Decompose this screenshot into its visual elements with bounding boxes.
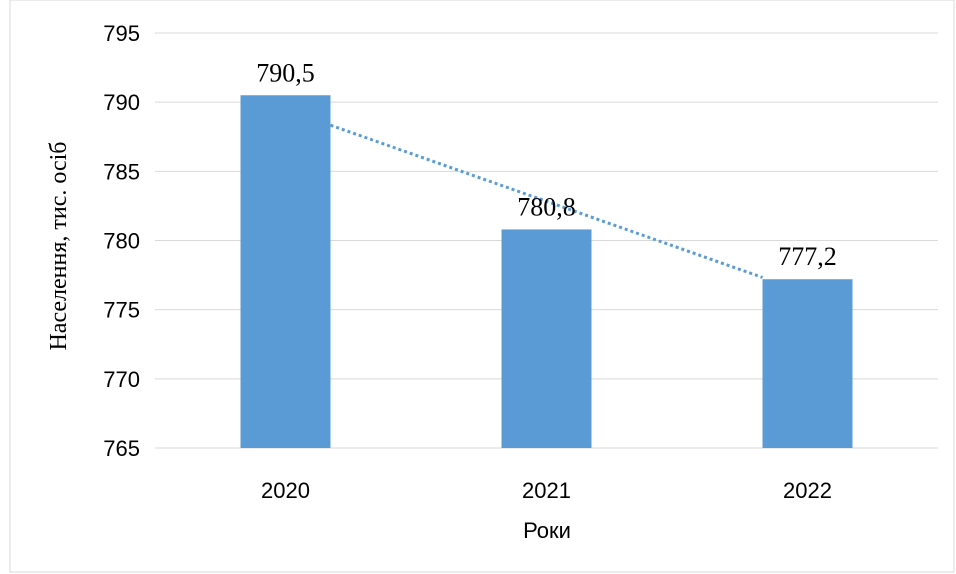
data-label-2020: 790,5 (256, 58, 315, 87)
bar-2022 (762, 279, 853, 448)
y-tick-label: 790 (103, 90, 140, 115)
x-tick-label-2021: 2021 (522, 478, 571, 503)
data-labels: 790,5 780,8 777,2 (256, 58, 837, 271)
y-tick-label: 780 (103, 229, 140, 254)
y-tick-label: 765 (103, 436, 140, 461)
y-tick-label: 775 (103, 298, 140, 323)
bars (240, 95, 853, 448)
x-axis-tick-labels: 2020 2021 2022 (261, 478, 832, 503)
y-axis-tick-labels: 765 770 775 780 785 790 795 (103, 21, 140, 461)
trendline-linear (330, 123, 763, 279)
x-tick-label-2022: 2022 (783, 478, 832, 503)
bar-2021 (501, 229, 592, 448)
x-axis-title: Роки (523, 518, 571, 543)
data-label-2021: 780,8 (517, 192, 576, 221)
data-label-2022: 777,2 (778, 242, 837, 271)
y-tick-label: 785 (103, 159, 140, 184)
trendline (330, 123, 763, 279)
y-tick-label: 770 (103, 367, 140, 392)
x-tick-label-2020: 2020 (261, 478, 310, 503)
y-axis-title: Населення, тис. осіб (46, 141, 72, 350)
y-tick-label: 795 (103, 21, 140, 46)
bar-2020 (240, 95, 331, 448)
